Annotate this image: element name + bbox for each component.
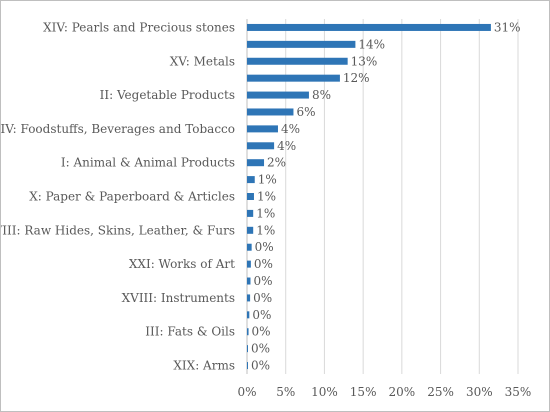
bar-0 (247, 23, 491, 31)
category-label-4: II: Vegetable Products (100, 88, 235, 102)
data-label-15: 0% (253, 274, 272, 288)
bar-4 (247, 91, 309, 99)
x-tick-label-7: 35% (505, 385, 532, 399)
bar-12 (247, 226, 254, 234)
data-label-20: 0% (251, 359, 270, 373)
category-label-14: XXI: Works of Art (129, 257, 235, 271)
x-tick-label-5: 25% (427, 385, 454, 399)
bar-6 (247, 125, 278, 133)
data-label-18: 0% (252, 325, 271, 339)
bar-15 (247, 277, 251, 285)
category-label-8: I: Animal & Animal Products (61, 156, 235, 170)
x-tick-label-3: 15% (350, 385, 377, 399)
bar-17 (247, 311, 250, 319)
bar-11 (247, 209, 254, 217)
category-label-0: XIV: Pearls and Precious stones (43, 20, 235, 34)
data-label-17: 0% (252, 308, 271, 322)
category-label-6: IV: Foodstuffs, Beverages and Tobacco (1, 122, 235, 136)
data-label-14: 0% (254, 257, 273, 271)
bar-7 (247, 142, 275, 150)
data-label-16: 0% (253, 291, 272, 305)
data-label-19: 0% (251, 342, 270, 356)
data-label-12: 1% (256, 223, 275, 237)
category-label-18: III: Fats & Oils (145, 325, 235, 339)
category-label-16: XVIII: Instruments (122, 291, 235, 305)
label-layer: 0% 5% 10% 15% 20% 25% 30% 35% 31% XIV: Pearls and… (1, 20, 531, 399)
x-tick-label-1: 5% (276, 385, 295, 399)
bar-20 (247, 362, 248, 370)
data-label-11: 1% (256, 206, 275, 220)
data-label-7: 4% (277, 139, 296, 153)
bar-8 (247, 159, 265, 167)
category-label-10: X: Paper & Paperboard & Articles (29, 190, 235, 204)
bar-16 (247, 294, 251, 302)
bar-9 (247, 176, 255, 184)
bar-1 (247, 40, 356, 48)
bar-10 (247, 193, 254, 200)
bar-layer (247, 23, 491, 370)
bar-14 (247, 260, 251, 268)
category-label-20: XIX: Arms (173, 359, 235, 373)
data-label-8: 2% (267, 156, 286, 170)
bar-13 (247, 243, 252, 251)
bar-5 (247, 108, 294, 116)
bar-2 (247, 57, 348, 65)
bar-18 (247, 328, 249, 336)
data-label-2: 13% (351, 54, 378, 68)
data-label-4: 8% (312, 88, 331, 102)
bar-3 (247, 74, 340, 82)
data-label-3: 12% (343, 71, 370, 85)
x-tick-label-2: 10% (311, 385, 338, 399)
x-tick-label-6: 30% (466, 385, 493, 399)
category-label-12: VIII: Raw Hides, Skins, Leather, & Furs (1, 223, 235, 237)
data-label-1: 14% (358, 37, 385, 51)
grid-layer (246, 19, 519, 374)
data-label-6: 4% (281, 122, 300, 136)
bar-19 (247, 345, 248, 353)
data-label-0: 31% (494, 20, 521, 34)
x-tick-label-4: 20% (389, 385, 416, 399)
data-label-13: 0% (255, 240, 274, 254)
data-label-10: 1% (257, 190, 276, 204)
data-label-5: 6% (296, 105, 315, 119)
category-label-2: XV: Metals (170, 54, 235, 68)
data-label-9: 1% (258, 173, 277, 187)
x-tick-label-0: 0% (237, 385, 256, 399)
